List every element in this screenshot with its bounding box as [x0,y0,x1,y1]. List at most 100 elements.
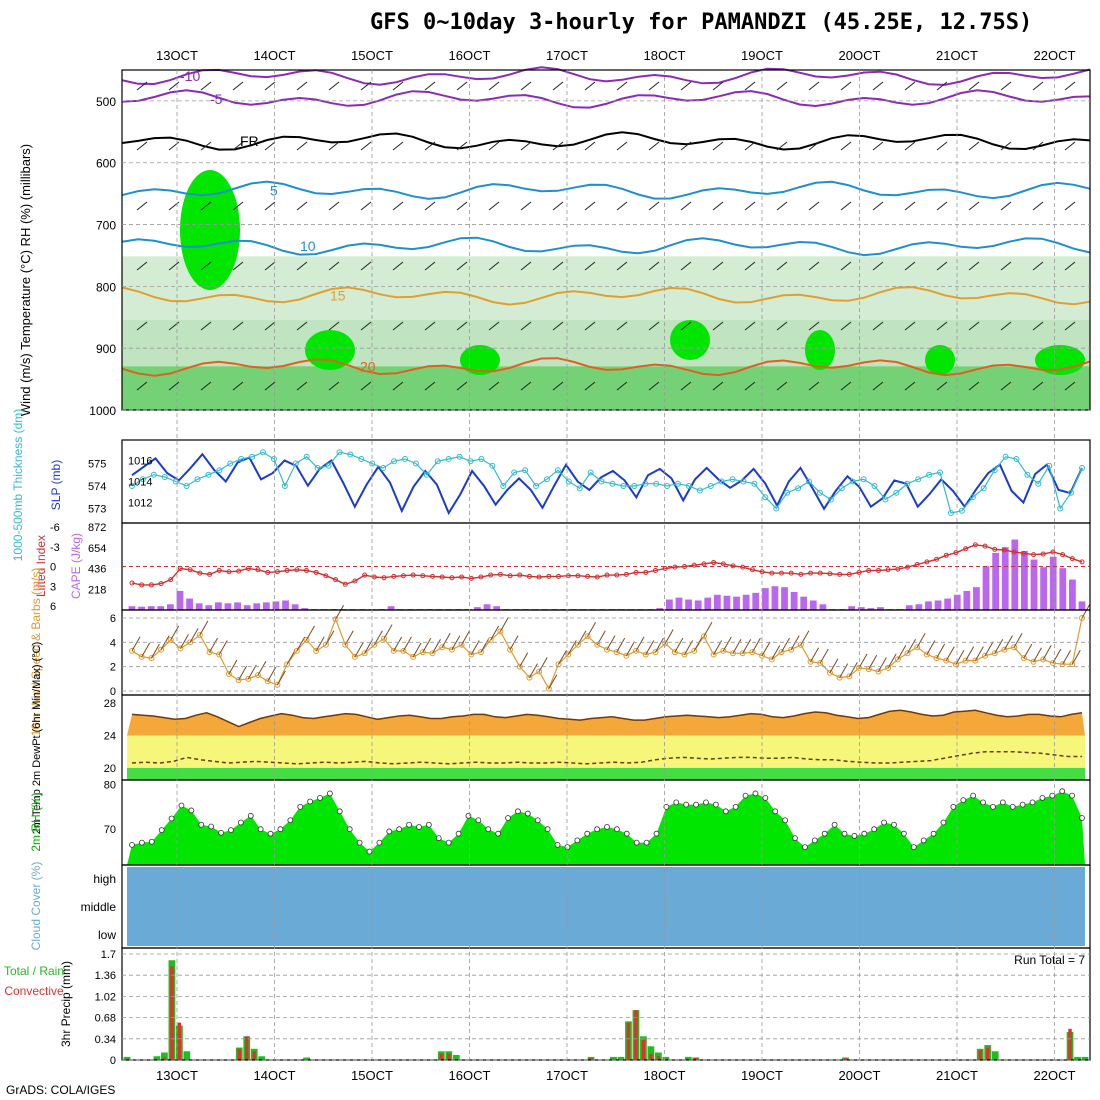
wind-barb-10m [432,639,441,654]
wind-barb [968,321,980,331]
wind-barb [328,201,340,211]
wind-barb-10m [858,653,868,669]
wind-barb [200,321,212,331]
wind-barb-10m [519,652,529,667]
rh2m-point [861,830,868,837]
rh2m-point [930,830,937,837]
wind-barb-10m [354,642,364,658]
x-tick-label-top: 14OCT [254,48,296,63]
rh2m-point [346,826,353,833]
wind-barb-10m [994,639,1004,654]
rh2m-point [871,826,878,833]
wind-speed-point [826,669,833,676]
wind-speed-point [381,635,388,642]
thickness-point [980,485,987,492]
wind-barb [360,81,372,91]
thickness-point [598,478,605,485]
rh2m-point [772,808,779,815]
wind-tick-label: 0 [110,686,116,698]
wind-barb [648,201,660,211]
cape-bar [819,604,827,610]
cape-bar [992,552,1000,610]
li-point [430,573,436,579]
rh2m-point [515,808,521,815]
temp-ylabel-text: 2m Temp 2m DewPt (6hr Min/Max) (°C) [31,642,43,834]
li-point [798,571,804,577]
li-point [846,571,852,577]
wind-barb [296,141,308,151]
thickness-point [806,478,813,485]
rh2m-ylabel: 2m RH (%) [29,792,43,851]
rh2m-point [703,799,709,806]
thickness-point [740,478,747,485]
rh2m-point [237,819,244,826]
wind-barb [936,141,948,151]
rh2m-point [178,802,185,809]
wind-barb-10m [848,662,858,677]
wind-barb-10m [936,643,946,659]
wind-speed-point [1069,661,1076,668]
wind-barb-10m [693,636,703,652]
wind-barb [1000,321,1012,331]
wind-barb-10m [722,636,732,652]
wind-barb [456,381,468,391]
wind-barb-10m [587,622,597,637]
li-point [478,574,484,580]
thickness-point [991,467,998,474]
wind-barb-10m [393,636,403,652]
wind-barb [808,141,820,151]
li-point [187,567,193,573]
li-point [594,574,600,580]
x-tick-label-bottom: 13OCT [156,1068,198,1083]
wind-barb [1032,81,1044,91]
precip-total-bar [1074,1056,1081,1060]
wind-barb [680,81,692,91]
temp-tick-label: 24 [104,730,116,742]
precip-conv-bar [162,1057,167,1060]
wind-barb [872,381,884,391]
precip-conv-bar [986,1047,990,1060]
rh2m-point [940,819,947,826]
rh2m-point [821,830,828,837]
rh2m-point [425,821,432,828]
thickness-point [642,480,649,487]
wind-barb [1064,321,1076,331]
thickness-point [1002,453,1009,460]
wind-barb [424,81,436,91]
wind-barb-10m [499,617,509,632]
wind-barb-10m [402,636,412,652]
rh2m-point [742,792,749,799]
li-point [1001,547,1007,553]
rh2m-point [881,819,887,826]
x-tick-label-bottom: 15OCT [351,1068,393,1083]
li-point [652,567,658,573]
cape-bar [915,604,923,610]
wind-barb [872,201,884,211]
wind-speed-point [158,646,165,653]
slp-ylabel: SLP (mb) [49,460,63,510]
rh2m-point [792,835,798,842]
temp-ylabel: 2m Temp 2m DewPt (6hr Min/Max) (°C) [31,642,43,834]
li-point [226,569,232,575]
thickness-point [882,496,889,503]
cape-bar [176,590,184,610]
rh2m-tick-label: 80 [104,779,116,791]
wind-speed-point [594,641,601,648]
temp-area [127,710,1085,736]
rh2m-point [1009,803,1016,810]
wind-barb-10m [868,654,878,670]
wind-barb [1032,381,1044,391]
wind-barb-10m [625,641,635,656]
wind-barb [424,141,436,151]
x-tick-label-top: 18OCT [644,48,686,63]
wind-barb [1000,381,1012,391]
li-ylabel: Lifted Index [34,535,48,597]
upper-ylabel-text: Wind (m/s) Temperature (°C) RH (%) (mill… [18,144,33,416]
wind-barb [744,261,756,271]
wind-speed-point [894,656,901,663]
li-point [943,552,949,558]
li-point [459,574,465,580]
thickness-point [827,496,834,503]
precip-conv-bar [252,1051,256,1060]
wind-barb [520,261,532,271]
